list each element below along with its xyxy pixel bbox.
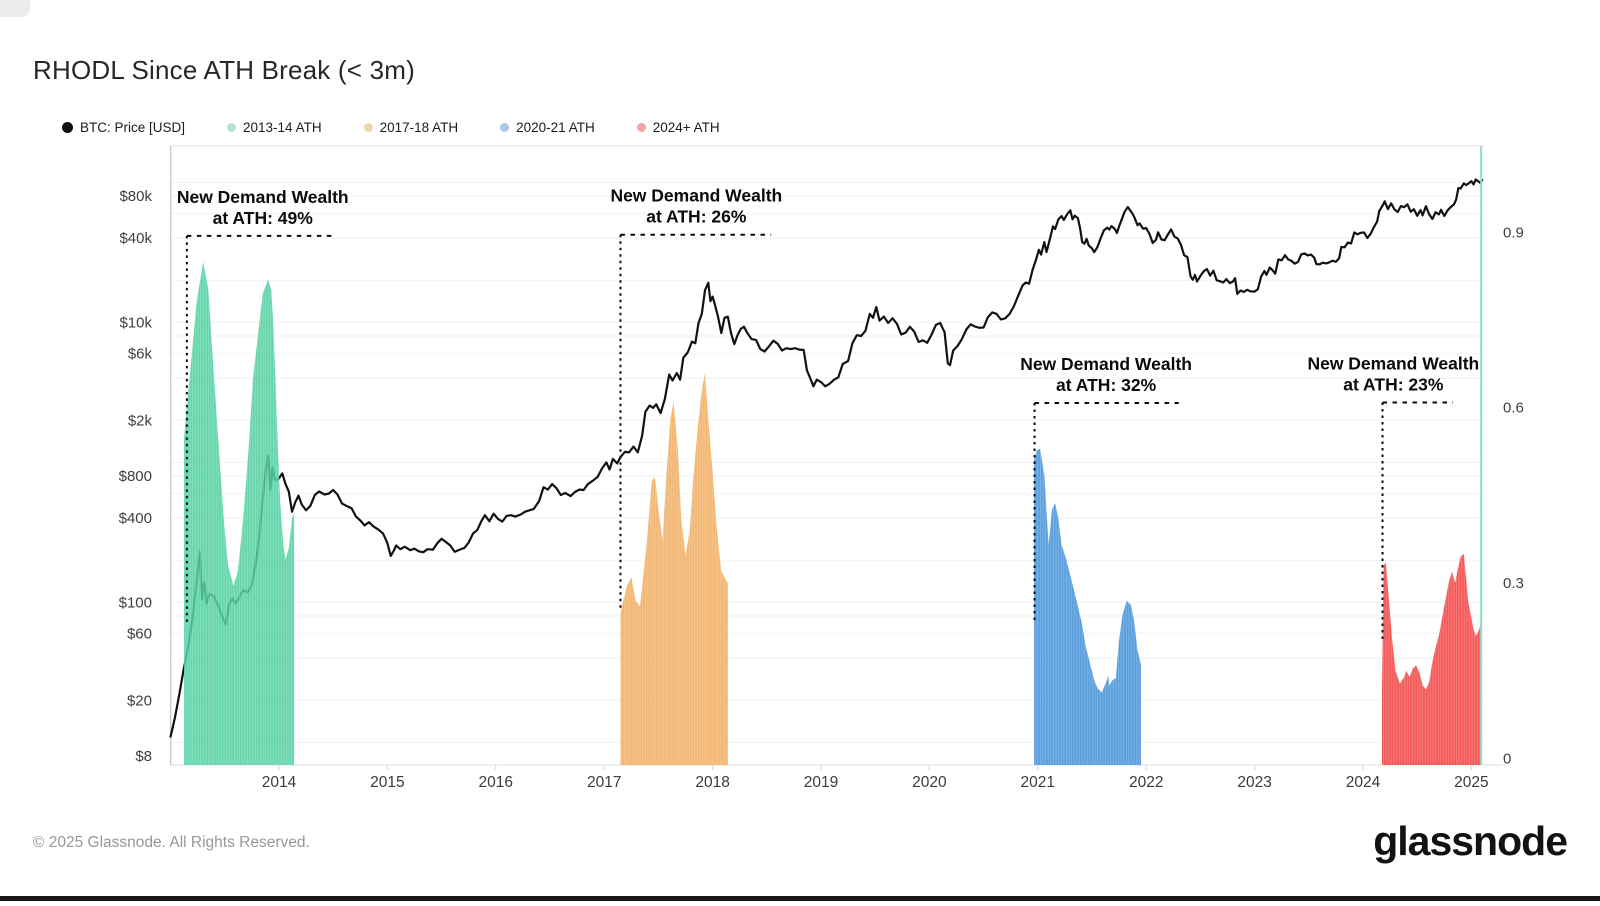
svg-text:2015: 2015: [370, 774, 404, 791]
svg-text:$40k: $40k: [119, 230, 152, 247]
svg-text:2023: 2023: [1237, 774, 1271, 791]
legend-swatch-icon: [62, 122, 73, 133]
legend-item-2017-18-ath[interactable]: 2017-18 ATH: [363, 120, 459, 135]
svg-text:2019: 2019: [804, 774, 838, 791]
svg-text:2021: 2021: [1021, 774, 1055, 791]
plot-border: [169, 145, 1505, 770]
legend-swatch-icon: [363, 123, 373, 132]
svg-text:0.9: 0.9: [1503, 224, 1524, 241]
svg-text:$10k: $10k: [119, 314, 152, 331]
legend-item-label: 2024+ ATH: [652, 120, 720, 135]
gridlines: [171, 181, 1484, 744]
legend-item-label: BTC: Price [USD]: [80, 120, 186, 135]
svg-text:2014: 2014: [262, 774, 297, 791]
legend-item-label: 2017-18 ATH: [379, 120, 459, 135]
copyright-text: © 2025 Glassnode. All Rights Reserved.: [33, 834, 310, 851]
glassnode-logo: glassnode: [1373, 818, 1568, 864]
svg-text:2024: 2024: [1346, 774, 1381, 791]
svg-text:New Demand Wealth: New Demand Wealth: [177, 187, 349, 207]
svg-text:2020: 2020: [912, 774, 947, 791]
svg-text:0.3: 0.3: [1503, 575, 1524, 592]
legend-item-2013-14-ath[interactable]: 2013-14 ATH: [227, 120, 322, 135]
svg-text:$800: $800: [119, 468, 152, 485]
right-axis-labels: 0.9 0.6 0.3 0: [1503, 224, 1524, 767]
area-stripes-2024-ath: [1382, 553, 1481, 765]
legend-item-2020-21-ath[interactable]: 2020-21 ATH: [500, 120, 595, 135]
svg-text:$6k: $6k: [128, 345, 153, 362]
svg-text:0.6: 0.6: [1503, 400, 1524, 417]
svg-text:$2k: $2k: [128, 412, 153, 429]
svg-text:$100: $100: [119, 594, 152, 611]
svg-text:$20: $20: [127, 692, 152, 709]
legend-item-btc-price-usd-[interactable]: BTC: Price [USD]: [62, 120, 185, 135]
svg-text:$8: $8: [135, 748, 152, 765]
svg-text:at ATH: 49%: at ATH: 49%: [213, 208, 314, 228]
svg-text:2025: 2025: [1454, 774, 1488, 791]
svg-text:$400: $400: [119, 510, 152, 527]
area-stripes-2017-18-ath: [620, 372, 728, 765]
x-axis-labels: 2014 2015 2016 2017 2018 2019 2020 2021 2022 2023…: [262, 774, 1489, 791]
legend-item-label: 2013-14 ATH: [243, 120, 322, 135]
svg-text:New Demand Wealth: New Demand Wealth: [610, 186, 782, 206]
svg-text:2016: 2016: [479, 774, 513, 791]
window-corner-decoration: [0, 0, 30, 17]
svg-text:0: 0: [1503, 750, 1511, 767]
svg-text:New Demand Wealth: New Demand Wealth: [1307, 353, 1479, 373]
svg-text:at ATH: 23%: at ATH: 23%: [1343, 374, 1444, 394]
legend-swatch-icon: [227, 123, 237, 132]
btc-price-line: [169, 178, 1484, 738]
left-axis-labels: $80k $40k $10k $6k $2k $800 $400 $100 $60 $20 $8: [119, 188, 153, 765]
svg-text:$80k: $80k: [119, 188, 152, 205]
svg-text:at ATH: 32%: at ATH: 32%: [1056, 375, 1157, 395]
legend-item-label: 2020-21 ATH: [516, 120, 595, 135]
svg-text:2022: 2022: [1129, 774, 1163, 791]
svg-text:2018: 2018: [695, 774, 729, 791]
bottom-edge-bar: [0, 896, 1600, 901]
svg-text:at ATH: 26%: at ATH: 26%: [646, 207, 747, 227]
legend-swatch-icon: [500, 123, 510, 132]
area-stripes-2013-14-ath: [184, 261, 295, 765]
legend-item-2024-ath[interactable]: 2024+ ATH: [636, 120, 720, 135]
svg-text:2017: 2017: [587, 774, 621, 791]
page-title: RHODL Since ATH Break (< 3m): [33, 55, 415, 86]
area-stripes-2020-21-ath: [1034, 448, 1141, 765]
svg-text:$60: $60: [127, 625, 152, 642]
legend-swatch-icon: [636, 123, 646, 132]
svg-text:New Demand Wealth: New Demand Wealth: [1020, 354, 1192, 374]
legend: BTC: Price [USD] 2013-14 ATH 2017-18 ATH 20…: [62, 120, 720, 135]
